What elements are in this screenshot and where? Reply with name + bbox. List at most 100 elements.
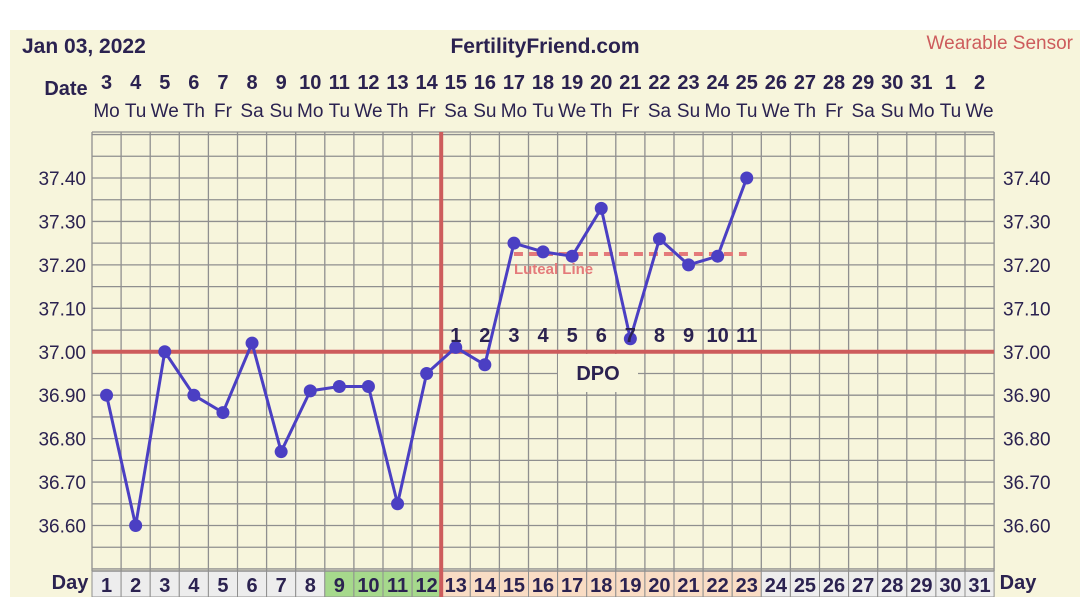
dpo-number: 7 xyxy=(625,325,636,347)
cycle-day-number: 16 xyxy=(532,575,554,597)
weekday-label: Mo xyxy=(93,101,119,122)
cycle-day-number: 9 xyxy=(334,575,345,597)
cycle-day-number: 6 xyxy=(246,575,257,597)
y-tick-label-left: 36.70 xyxy=(38,473,86,494)
date-number: 8 xyxy=(246,72,257,94)
date-number: 21 xyxy=(619,72,641,94)
weekday-label: Fr xyxy=(825,101,844,122)
cycle-day-number: 19 xyxy=(619,575,641,597)
cycle-day-number: 26 xyxy=(823,575,845,597)
day-cell xyxy=(411,570,442,598)
date-number: 30 xyxy=(881,72,903,94)
cycle-day-number: 18 xyxy=(590,575,612,597)
temperature-point xyxy=(187,388,201,402)
date-number: 27 xyxy=(794,72,816,94)
temperature-point xyxy=(740,171,754,185)
temperature-point xyxy=(216,406,230,420)
date-number: 14 xyxy=(416,72,439,94)
y-tick-label-left: 36.80 xyxy=(38,430,86,451)
temperature-point xyxy=(652,232,666,246)
y-tick-label-right: 36.70 xyxy=(1003,473,1051,494)
weekday-label: Su xyxy=(881,101,904,122)
date-number: 26 xyxy=(765,72,787,94)
temperature-point xyxy=(158,345,172,359)
weekday-label: Th xyxy=(590,101,612,122)
weekday-label: Tu xyxy=(736,101,757,122)
cycle-day-number: 27 xyxy=(852,575,874,597)
date-number: 2 xyxy=(974,72,985,94)
y-tick-label-left: 37.10 xyxy=(38,299,86,320)
dpo-number: 10 xyxy=(707,325,729,347)
dpo-label: DPO xyxy=(576,363,619,385)
weekday-label: Mo xyxy=(501,101,527,122)
temperature-point xyxy=(361,380,375,394)
dpo-number: 9 xyxy=(683,325,694,347)
y-tick-label-right: 36.80 xyxy=(1003,430,1051,451)
data-source-label: Wearable Sensor xyxy=(927,33,1074,54)
date-number: 19 xyxy=(561,72,583,94)
temperature-point xyxy=(332,380,346,394)
date-number: 17 xyxy=(503,72,525,94)
weekday-label: Mo xyxy=(704,101,730,122)
cycle-day-number: 1 xyxy=(101,575,112,597)
cycle-day-number: 14 xyxy=(474,575,497,597)
weekday-label: We xyxy=(354,101,382,122)
dpo-number: 11 xyxy=(736,325,757,347)
weekday-label: Tu xyxy=(532,101,553,122)
date-number: 22 xyxy=(648,72,670,94)
cycle-day-number: 11 xyxy=(387,575,408,597)
dpo-number: 5 xyxy=(567,325,578,347)
date-number: 31 xyxy=(910,72,932,94)
y-tick-label-left: 37.00 xyxy=(38,343,86,364)
temperature-point xyxy=(623,332,637,346)
date-number: 23 xyxy=(677,72,699,94)
cycle-day-number: 13 xyxy=(445,575,467,597)
weekday-label: Mo xyxy=(908,101,934,122)
day-cell xyxy=(819,570,850,598)
y-tick-label-right: 37.20 xyxy=(1003,256,1051,277)
weekday-label: Sa xyxy=(444,101,468,122)
weekday-label: Sa xyxy=(240,101,264,122)
temperature-point xyxy=(536,245,550,259)
y-tick-label-right: 36.90 xyxy=(1003,386,1051,407)
cycle-day-number: 15 xyxy=(503,575,525,597)
weekday-label: Sa xyxy=(852,101,876,122)
temperature-point xyxy=(594,201,608,215)
cycle-day-number: 20 xyxy=(648,575,670,597)
temperature-point xyxy=(449,340,463,354)
date-number: 20 xyxy=(590,72,612,94)
cycle-day-number: 25 xyxy=(794,575,816,597)
temperature-point xyxy=(507,236,521,250)
weekday-label: Th xyxy=(183,101,205,122)
cycle-day-number: 24 xyxy=(765,575,788,597)
cycle-day-number: 23 xyxy=(736,575,758,597)
day-cell xyxy=(557,570,588,598)
date-number: 7 xyxy=(217,72,228,94)
temperature-point xyxy=(129,519,143,533)
y-tick-label-left: 37.30 xyxy=(38,212,86,233)
cycle-day-number: 31 xyxy=(968,575,990,597)
day-row-label-right: Day xyxy=(1000,572,1038,594)
weekday-label: Mo xyxy=(297,101,323,122)
dpo-number: 1 xyxy=(450,325,461,347)
day-cell xyxy=(586,570,617,598)
temperature-point xyxy=(245,336,259,350)
y-tick-label-right: 37.00 xyxy=(1003,343,1051,364)
y-tick-label-right: 36.60 xyxy=(1003,517,1051,538)
weekday-label: Tu xyxy=(125,101,146,122)
temperature-point xyxy=(682,258,696,272)
cycle-day-number: 4 xyxy=(188,575,200,597)
weekday-label: Tu xyxy=(940,101,961,122)
cycle-day-number: 5 xyxy=(217,575,228,597)
weekday-label: We xyxy=(558,101,586,122)
cycle-day-number: 22 xyxy=(707,575,729,597)
weekday-label: Tu xyxy=(329,101,350,122)
date-number: 18 xyxy=(532,72,554,94)
cycle-day-number: 12 xyxy=(416,575,438,597)
date-number: 12 xyxy=(357,72,379,94)
weekday-label: We xyxy=(762,101,790,122)
site-name[interactable]: FertilityFriend.com xyxy=(450,35,639,58)
weekday-label: Th xyxy=(386,101,408,122)
chart-background xyxy=(10,30,1080,597)
